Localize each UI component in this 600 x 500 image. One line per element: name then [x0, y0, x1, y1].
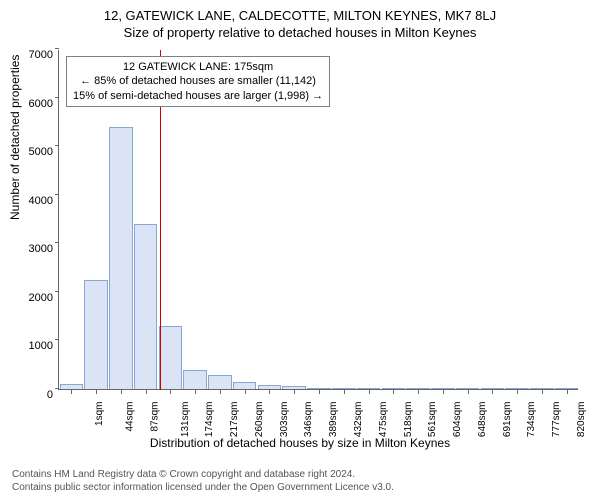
- x-tick-mark: [468, 390, 469, 394]
- histogram-bar: [109, 127, 133, 389]
- chart-title-sub: Size of property relative to detached ho…: [0, 23, 600, 40]
- x-tick-label: 734sqm: [526, 402, 537, 438]
- histogram-bar: [208, 375, 232, 389]
- y-tick-label: 2000: [13, 292, 53, 304]
- x-tick-mark: [269, 390, 270, 394]
- histogram-bar: [84, 280, 108, 389]
- x-tick-mark: [294, 390, 295, 394]
- x-tick-label: 648sqm: [477, 402, 488, 438]
- footer-line-2: Contains public sector information licen…: [12, 481, 394, 494]
- footer-attribution: Contains HM Land Registry data © Crown c…: [12, 468, 394, 494]
- y-tick-label: 3000: [13, 243, 53, 255]
- annotation-line: 15% of semi-detached houses are larger (…: [73, 89, 323, 103]
- histogram-bar: [555, 388, 579, 389]
- chart-title-main: 12, GATEWICK LANE, CALDECOTTE, MILTON KE…: [0, 0, 600, 23]
- x-axis-label: Distribution of detached houses by size …: [0, 436, 600, 450]
- y-tick-mark: [55, 242, 59, 243]
- y-tick-label: 4000: [13, 195, 53, 207]
- x-tick-mark: [542, 390, 543, 394]
- x-tick-mark: [319, 390, 320, 394]
- x-tick-label: 475sqm: [378, 402, 389, 438]
- annotation-line: ← 85% of detached houses are smaller (11…: [73, 74, 323, 88]
- x-tick-label: 561sqm: [427, 402, 438, 438]
- x-tick-label: 217sqm: [229, 402, 240, 438]
- x-tick-label: 432sqm: [353, 402, 364, 438]
- y-tick-label: 5000: [13, 146, 53, 158]
- histogram-bar: [382, 388, 406, 389]
- x-tick-label: 87sqm: [149, 402, 160, 432]
- x-tick-mark: [195, 390, 196, 394]
- x-tick-label: 44sqm: [125, 402, 136, 432]
- x-tick-mark: [96, 390, 97, 394]
- x-tick-label: 389sqm: [328, 402, 339, 438]
- x-tick-label: 691sqm: [502, 402, 513, 438]
- histogram-bar: [233, 382, 257, 389]
- histogram-bar: [406, 388, 430, 389]
- x-tick-mark: [344, 390, 345, 394]
- histogram-bar: [60, 384, 84, 389]
- x-tick-label: 518sqm: [403, 402, 414, 438]
- histogram-bar: [134, 224, 158, 389]
- histogram-bar: [183, 370, 207, 389]
- x-tick-label: 820sqm: [576, 402, 587, 438]
- footer-line-1: Contains HM Land Registry data © Crown c…: [12, 468, 394, 481]
- x-tick-label: 131sqm: [180, 402, 191, 438]
- x-tick-label: 260sqm: [254, 402, 265, 438]
- histogram-bar: [258, 385, 282, 389]
- y-tick-label: 6000: [13, 98, 53, 110]
- histogram-bar: [159, 326, 183, 389]
- y-tick-mark: [55, 145, 59, 146]
- x-tick-mark: [418, 390, 419, 394]
- histogram-bar: [456, 388, 480, 389]
- x-tick-mark: [517, 390, 518, 394]
- x-tick-label: 1sqm: [94, 402, 105, 426]
- annotation-box: 12 GATEWICK LANE: 175sqm← 85% of detache…: [66, 56, 330, 107]
- histogram-bar: [530, 388, 554, 389]
- y-tick-mark: [55, 339, 59, 340]
- x-tick-label: 604sqm: [452, 402, 463, 438]
- x-tick-mark: [121, 390, 122, 394]
- y-tick-mark: [55, 388, 59, 389]
- x-tick-mark: [146, 390, 147, 394]
- histogram-bar: [357, 388, 381, 389]
- y-tick-label: 0: [13, 389, 53, 401]
- x-tick-mark: [71, 390, 72, 394]
- x-tick-mark: [443, 390, 444, 394]
- x-tick-mark: [492, 390, 493, 394]
- histogram-bar: [481, 388, 505, 389]
- histogram-bar: [431, 388, 455, 389]
- x-tick-mark: [369, 390, 370, 394]
- histogram-bar: [505, 388, 529, 389]
- x-tick-mark: [220, 390, 221, 394]
- x-tick-mark: [567, 390, 568, 394]
- y-tick-label: 1000: [13, 340, 53, 352]
- y-tick-label: 7000: [13, 49, 53, 61]
- x-tick-label: 303sqm: [279, 402, 290, 438]
- histogram-bar: [307, 388, 331, 389]
- x-tick-mark: [393, 390, 394, 394]
- x-tick-mark: [245, 390, 246, 394]
- y-tick-mark: [55, 48, 59, 49]
- y-tick-mark: [55, 97, 59, 98]
- x-tick-label: 174sqm: [205, 402, 216, 438]
- annotation-line: 12 GATEWICK LANE: 175sqm: [73, 60, 323, 74]
- y-tick-mark: [55, 194, 59, 195]
- x-tick-mark: [170, 390, 171, 394]
- y-tick-mark: [55, 291, 59, 292]
- x-tick-label: 777sqm: [551, 402, 562, 438]
- histogram-bar: [332, 388, 356, 389]
- x-tick-label: 346sqm: [304, 402, 315, 438]
- histogram-bar: [282, 386, 306, 389]
